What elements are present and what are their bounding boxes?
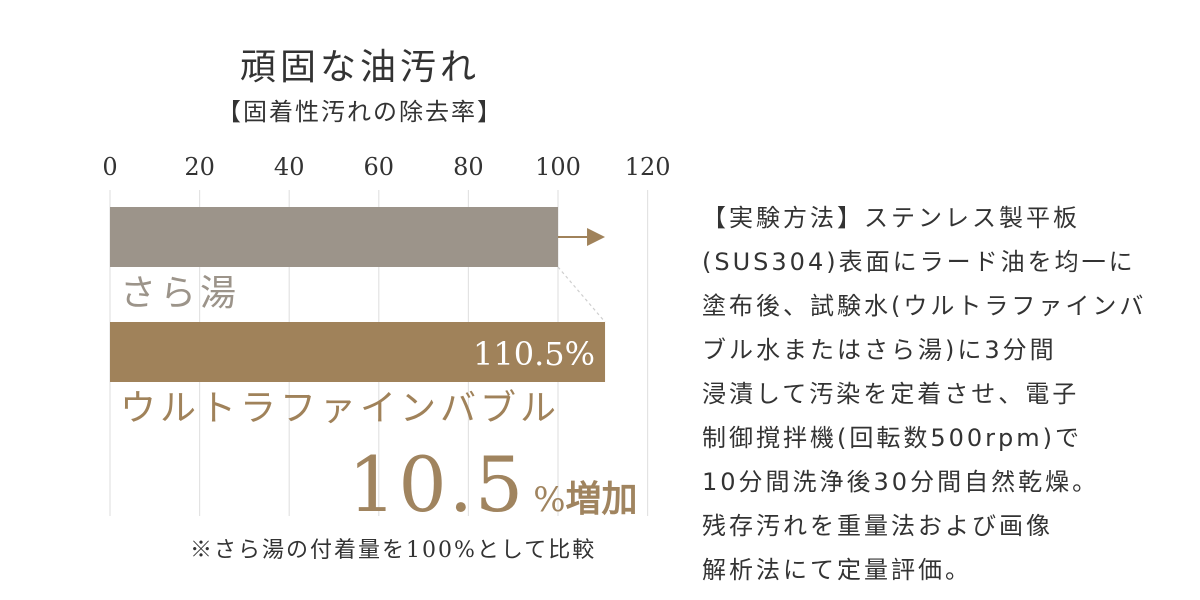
bar [110,322,606,382]
x-tick-label: 20 [184,153,215,181]
method-line: 10分間洗浄後30分間自然乾燥。 [702,468,1100,496]
method-description: 【実験方法】ステンレス製平板 (SUS304)表面にラード油を均一に 塗布後、試… [702,196,1147,592]
x-tick-label: 60 [364,153,395,181]
x-tick-label: 0 [102,153,117,181]
x-tick-label: 80 [453,153,484,181]
bar-value-label: 110.5% [473,335,595,373]
method-line: 解析法にて定量評価。 [702,556,972,584]
category-label: さら湯 [120,273,240,314]
x-tick-label: 40 [274,153,305,181]
bar [110,207,558,267]
x-tick-label: 120 [625,153,671,181]
increase-number: 10.5 [348,440,526,529]
chart-footnote: ※さら湯の付着量を100%として比較 [190,538,597,563]
method-line: 制御撹拌機(回転数500rpm)で [702,424,1083,452]
method-line: 【実験方法】ステンレス製平板 [702,204,1080,232]
method-line: (SUS304)表面にラード油を均一に [702,248,1136,276]
category-label: ウルトラファインバブル [120,388,560,429]
increase-arrow-head [587,228,606,246]
chart-subtitle: 【固着性汚れの除去率】 [217,98,503,126]
increase-suffix: 増加 [565,479,638,520]
increase-unit: % [533,480,566,520]
method-line: 塗布後、試験水(ウルトラファインバ [702,292,1147,320]
x-tick-label: 100 [535,153,581,181]
method-line: ブル水またはさら湯)に3分間 [702,336,1057,364]
method-line: 残存汚れを重量法および画像 [702,512,1053,540]
increase-annotation: 10.5 %増加 [348,440,638,529]
connector-line [557,266,606,323]
method-line: 浸漬して汚染を定着させ、電子 [702,380,1080,408]
chart-title: 頑固な油汚れ [239,47,480,88]
